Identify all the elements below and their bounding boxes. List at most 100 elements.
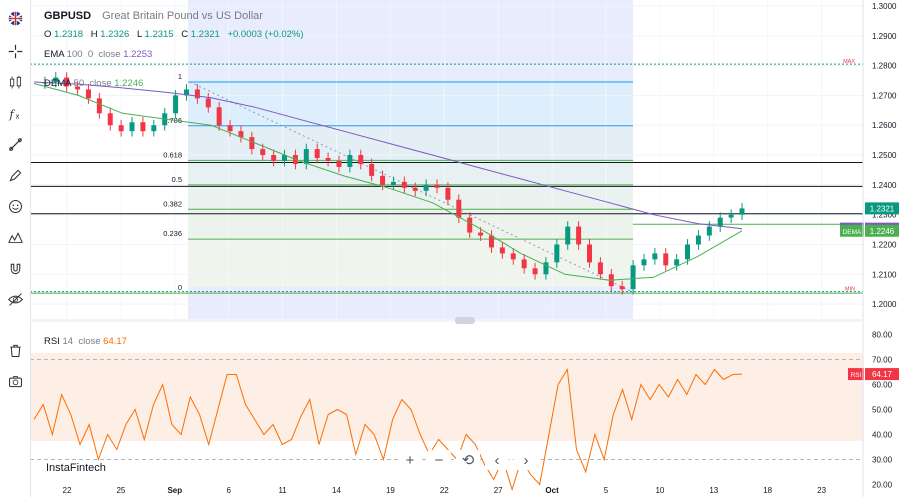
candle-body bbox=[554, 244, 560, 263]
candle-body bbox=[478, 232, 484, 236]
trendline-icon[interactable] bbox=[5, 134, 25, 154]
axis-value-tag bbox=[865, 202, 899, 215]
candle-body bbox=[685, 244, 691, 260]
fib-level-label: 0.382 bbox=[163, 199, 182, 208]
candle-body bbox=[369, 163, 375, 176]
rsi-tick-label: 50.00 bbox=[872, 406, 893, 415]
candle-body bbox=[358, 155, 364, 164]
ema-params: 100 0 close bbox=[66, 49, 121, 60]
ohlc-legend: O 1.2318 H 1.2326 L 1.2315 C 1.2321 +0.0… bbox=[44, 29, 304, 40]
time-tick-label: 22 bbox=[440, 486, 449, 495]
dema-value: 1.2246 bbox=[114, 78, 144, 89]
candle-body bbox=[151, 125, 157, 132]
candle-body bbox=[96, 98, 102, 114]
rsi-legend[interactable]: RSI 14 close 64.17 bbox=[44, 336, 127, 347]
rsi-tick-label: 60.00 bbox=[872, 381, 893, 390]
fib-level-label: 0.618 bbox=[163, 150, 182, 159]
candle-body bbox=[380, 175, 386, 185]
candles-icon[interactable] bbox=[5, 72, 25, 92]
time-axis[interactable]: 22 25 Sep 6 11 14 19 22 27 Oct 5 10 13 18 23 bbox=[63, 486, 827, 495]
candle-body bbox=[565, 226, 571, 245]
pane-separator[interactable] bbox=[30, 319, 862, 322]
candle-body bbox=[510, 253, 516, 260]
flag-icon[interactable] bbox=[5, 8, 25, 28]
candle-body bbox=[706, 226, 712, 236]
time-tick-label: Sep bbox=[167, 486, 182, 495]
brand-logo: InstaFintech bbox=[46, 462, 106, 474]
rsi-label: RSI bbox=[44, 336, 60, 347]
change-value: +0.0003 (+0.02%) bbox=[227, 29, 304, 40]
candle-body bbox=[445, 187, 451, 200]
low-value: 1.2315 bbox=[144, 29, 174, 40]
candle-body bbox=[118, 125, 124, 132]
zoom-in-button[interactable]: + bbox=[398, 450, 422, 470]
magnet-icon[interactable] bbox=[5, 258, 25, 278]
dema-label: DEMA bbox=[44, 78, 71, 89]
trash-icon[interactable] bbox=[5, 340, 25, 360]
axis-value-tag bbox=[865, 224, 899, 237]
axis-name-tag-text: DEMA bbox=[843, 229, 862, 236]
candle-body bbox=[739, 208, 745, 215]
candle-body bbox=[303, 149, 309, 164]
time-tick-label: Oct bbox=[545, 486, 559, 495]
scroll-right-button[interactable]: › bbox=[514, 450, 538, 470]
candle-body bbox=[390, 181, 396, 185]
price-tick-label: 1.2000 bbox=[872, 300, 897, 309]
candle-body bbox=[521, 259, 527, 269]
candle-body bbox=[630, 265, 636, 290]
candle-body bbox=[401, 181, 407, 188]
camera-icon[interactable] bbox=[5, 371, 25, 391]
pen-icon[interactable] bbox=[5, 165, 25, 185]
candle-body bbox=[314, 149, 320, 159]
crosshair-icon[interactable] bbox=[5, 41, 25, 61]
candle-body bbox=[532, 268, 538, 275]
time-tick-label: 14 bbox=[332, 486, 341, 495]
price-tick-label: 1.2400 bbox=[872, 181, 897, 190]
fib-fill bbox=[188, 79, 633, 287]
zoom-out-button[interactable]: − bbox=[427, 450, 451, 470]
candle-body bbox=[75, 86, 81, 90]
time-tick-label: 6 bbox=[226, 486, 231, 495]
candle-body bbox=[412, 187, 418, 191]
price-tick-label: 1.2200 bbox=[872, 240, 897, 249]
candle-body bbox=[499, 247, 505, 254]
high-value: 1.2326 bbox=[100, 29, 130, 40]
open-label: O bbox=[44, 29, 52, 40]
candle-body bbox=[597, 262, 603, 275]
candle-body bbox=[663, 253, 669, 266]
reset-button[interactable]: ⟲ bbox=[456, 450, 480, 470]
low-label: L bbox=[136, 29, 142, 40]
symbol-header[interactable]: GBPUSD Great Britain Pound vs US Dollar bbox=[44, 10, 263, 22]
scroll-left-button[interactable]: ‹ bbox=[485, 450, 509, 470]
ema-legend[interactable]: EMA 100 0 close 1.2253 bbox=[44, 49, 152, 60]
price-axis[interactable]: 1.3000 1.2900 1.2800 1.2700 1.2600 1.2500 1.24… bbox=[840, 2, 899, 490]
trend-line bbox=[189, 81, 634, 293]
axis-value-tag-text: 1.2321 bbox=[870, 204, 895, 213]
close-label: C bbox=[181, 29, 189, 40]
candle-body bbox=[271, 155, 277, 161]
dema-legend[interactable]: DEMA 50 close 1.2246 bbox=[44, 78, 143, 89]
rsi-value: 64.17 bbox=[103, 336, 127, 347]
rsi-name-tag-text: RSI bbox=[851, 372, 862, 379]
rsi-band-fill bbox=[30, 353, 863, 441]
rsi-tick-label: 80.00 bbox=[872, 331, 893, 340]
candle-body bbox=[85, 89, 91, 99]
candle-body bbox=[336, 160, 342, 167]
price-tick-label: 1.2300 bbox=[872, 211, 897, 220]
ema-label: EMA bbox=[44, 49, 65, 60]
candle-body bbox=[64, 77, 70, 87]
eye-off-icon[interactable] bbox=[5, 289, 25, 309]
candle-body bbox=[587, 244, 593, 263]
rsi-tick-label: 20.00 bbox=[872, 481, 893, 490]
pane-resize-handle[interactable] bbox=[455, 317, 475, 324]
pattern-icon[interactable] bbox=[5, 227, 25, 247]
time-tick-label: 10 bbox=[655, 486, 664, 495]
emoji-icon[interactable] bbox=[5, 196, 25, 216]
candle-body bbox=[423, 184, 429, 191]
grid bbox=[30, 0, 863, 460]
price-axis-label: 1.2321 bbox=[865, 202, 899, 215]
candle-body bbox=[456, 199, 462, 218]
candle-body bbox=[641, 259, 647, 266]
